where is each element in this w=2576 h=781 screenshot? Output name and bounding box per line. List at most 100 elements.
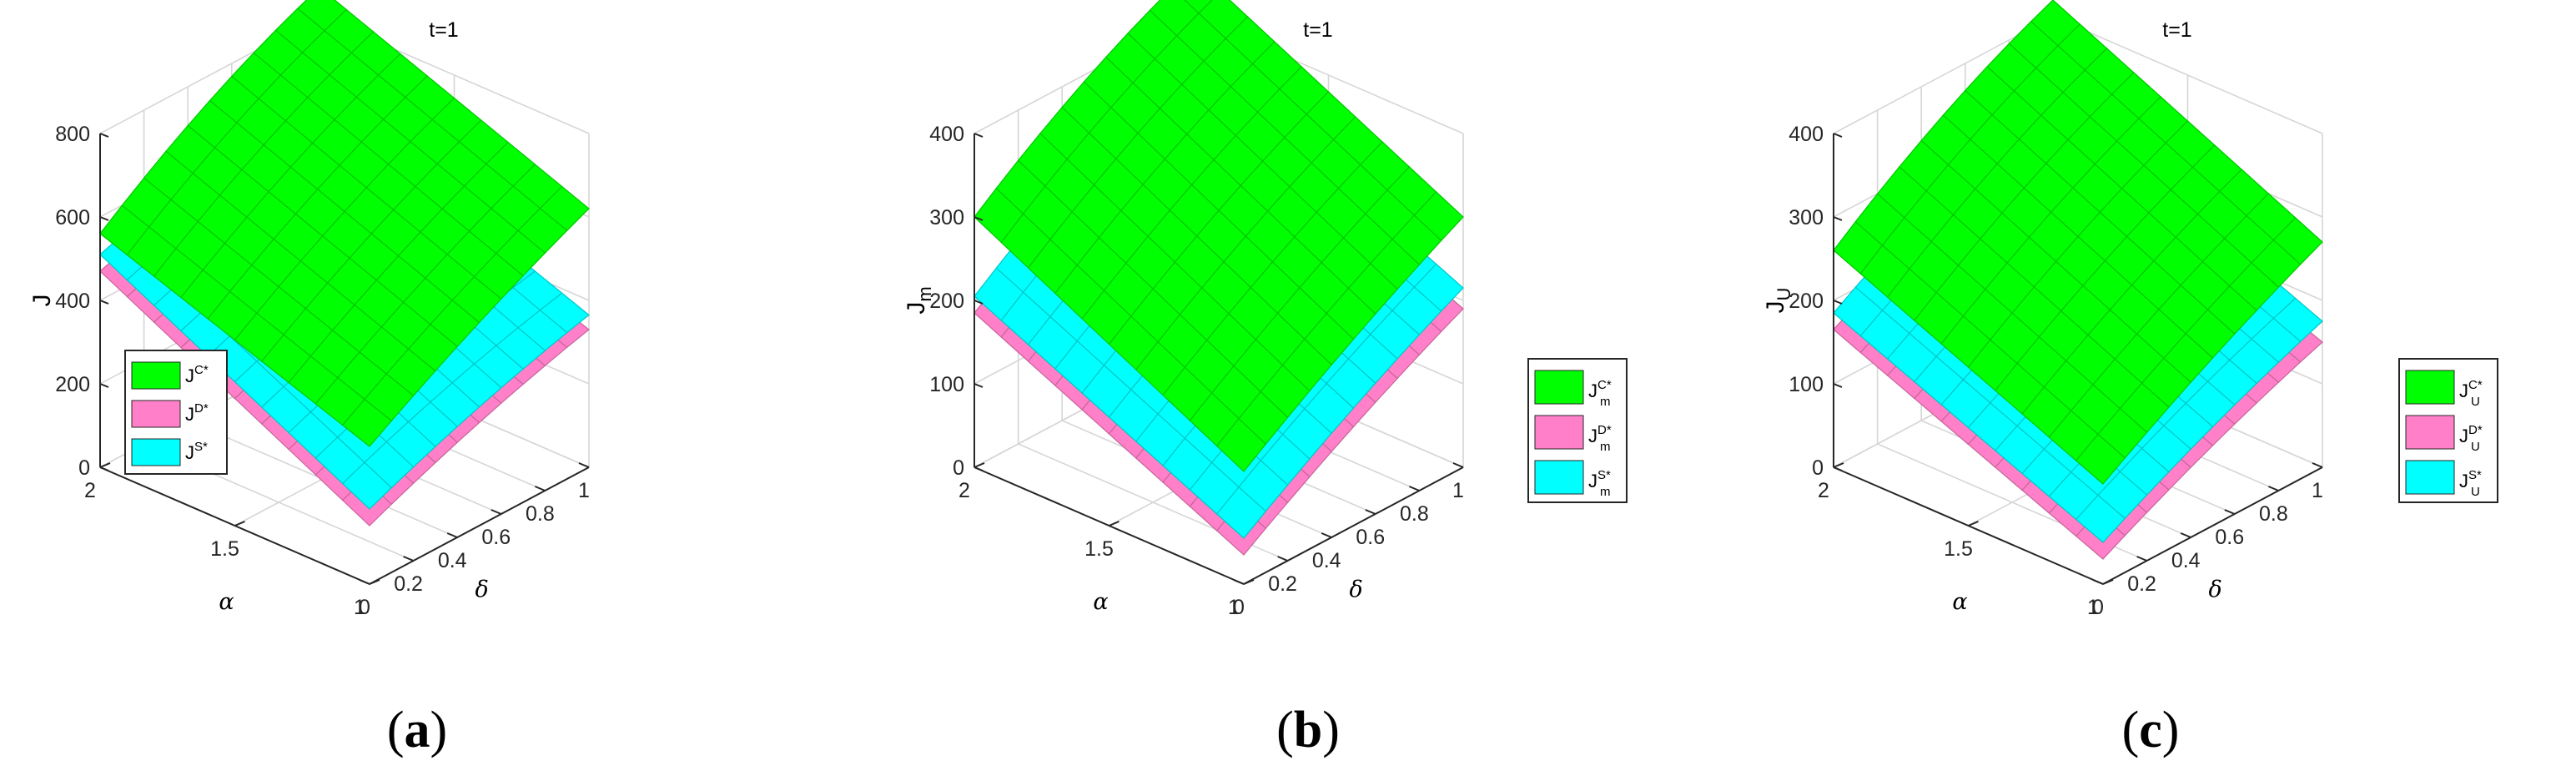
z-tick-mark — [99, 383, 109, 388]
surface-juc — [1833, 0, 2323, 485]
z-tick-mark — [974, 300, 984, 305]
x-tick-mark — [446, 532, 458, 538]
surface-jc — [99, 0, 590, 447]
chart-title: t=1 — [2162, 18, 2191, 42]
axes: 0 200 400 600 800 0 0.2 0.4 0.6 0.8 1 1 1.5 2 — [55, 123, 590, 619]
z-tick-label: 0 — [953, 456, 964, 480]
z-tick-label: 0 — [78, 456, 90, 480]
y-tick-label: 1 — [354, 596, 365, 619]
z-tick-mark — [1833, 133, 1843, 138]
x-tick-mark — [359, 579, 370, 585]
y-tick-mark — [1833, 462, 1844, 468]
legend-swatch — [2405, 415, 2455, 450]
chart-panel-c: 0 100 200 300 400 0 0.2 0.4 0.6 0.8 1 1 1.5 2 δ α JU t=1 J… — [1762, 0, 2498, 758]
x-tick-mark — [2180, 532, 2191, 538]
chart-title: t=1 — [429, 18, 458, 42]
legend-label: JD* U — [2459, 423, 2483, 454]
x-tick-mark — [1321, 532, 1332, 538]
y-tick-label: 1 — [1228, 596, 1240, 619]
legend-swatch — [2405, 370, 2455, 405]
z-tick-mark — [1833, 383, 1843, 388]
z-tick-label: 600 — [55, 206, 90, 229]
z-tick-mark — [974, 216, 984, 221]
axes: 0 100 200 300 400 0 0.2 0.4 0.6 0.8 1 1 1.5 2 — [929, 123, 1464, 619]
y-tick-mark — [234, 521, 245, 527]
x-tick-mark — [2312, 462, 2323, 468]
x-tick-label: 0.4 — [2171, 549, 2201, 572]
x-tick-label: 1 — [578, 479, 590, 502]
x-axis-label: δ — [1350, 577, 1363, 602]
legend: JC* JD* JS* — [124, 350, 228, 475]
x-tick-mark — [491, 509, 502, 515]
panel-caption: (c) — [2122, 702, 2180, 758]
y-axis-label: α — [1952, 589, 1967, 615]
chart-panel-a: 0 200 400 600 800 0 0.2 0.4 0.6 0.8 1 1 1.5 2 δ α Jt=1 JC… — [28, 0, 590, 758]
x-tick-label: 0.2 — [394, 572, 423, 596]
z-tick-label: 800 — [55, 123, 90, 146]
x-tick-mark — [403, 556, 414, 562]
x-tick-label: 1 — [2312, 479, 2323, 502]
z-tick-mark — [1833, 466, 1843, 471]
x-tick-mark — [2092, 579, 2104, 585]
panel-caption: (b) — [1276, 702, 1340, 758]
chart-title: t=1 — [1303, 18, 1332, 42]
z-tick-label: 300 — [1789, 206, 1824, 229]
legend-label: JD* — [185, 401, 209, 425]
legend-label: JS* m — [1588, 468, 1611, 499]
x-tick-label: 1 — [1452, 479, 1464, 502]
z-tick-label: 200 — [1789, 290, 1824, 313]
x-tick-label: 0.8 — [526, 502, 555, 526]
legend-label: JS* U — [2459, 468, 2482, 499]
legend: JC* U JD* U JS* U — [2398, 358, 2498, 503]
y-axis-label: α — [219, 589, 234, 615]
axes: 0 100 200 300 400 0 0.2 0.4 0.6 0.8 1 1 1.5 2 — [1789, 123, 2323, 619]
z-tick-label: 400 — [929, 123, 964, 146]
z-tick-label: 0 — [1812, 456, 1824, 480]
z-tick-mark — [974, 466, 984, 471]
x-axis-label: δ — [475, 577, 489, 602]
z-tick-mark — [99, 466, 109, 471]
z-tick-label: 300 — [929, 206, 964, 229]
y-tick-label: 2 — [958, 479, 970, 502]
y-tick-mark — [2102, 579, 2114, 585]
z-axis-label: Jm — [903, 286, 935, 314]
x-tick-mark — [1409, 486, 1420, 491]
x-tick-label: 0 — [1233, 596, 1245, 619]
x-tick-mark — [2224, 509, 2236, 515]
x-tick-label: 0.4 — [438, 549, 467, 572]
y-tick-mark — [1109, 521, 1119, 527]
y-tick-mark — [1243, 579, 1255, 585]
x-tick-label: 0.4 — [1312, 549, 1341, 572]
x-tick-mark — [535, 486, 546, 491]
x-tick-mark — [1452, 462, 1464, 468]
legend-swatch — [131, 400, 181, 428]
x-tick-label: 0.6 — [481, 526, 511, 549]
x-axis-label: δ — [2209, 577, 2222, 602]
x-tick-mark — [2268, 486, 2279, 491]
z-tick-mark — [99, 300, 109, 305]
chart-panel-b: 0 100 200 300 400 0 0.2 0.4 0.6 0.8 1 1 1.5 2 δ α Jm t=1 J… — [903, 0, 1628, 758]
y-tick-mark — [1968, 521, 1979, 527]
legend-swatch — [131, 438, 181, 466]
y-tick-label: 1.5 — [1944, 537, 1973, 561]
z-tick-mark — [1833, 300, 1843, 305]
z-tick-label: 100 — [1789, 373, 1824, 396]
z-tick-mark — [1833, 216, 1843, 221]
x-tick-label: 0 — [2092, 596, 2104, 619]
x-tick-label: 0.6 — [1356, 526, 1385, 549]
y-axis-label: α — [1093, 589, 1108, 615]
x-tick-label: 0.2 — [1268, 572, 1297, 596]
legend-label: JD* m — [1588, 423, 1612, 454]
y-tick-label: 1.5 — [210, 537, 239, 561]
z-axis-label: J — [28, 295, 56, 307]
z-axis-label: JU — [1762, 288, 1794, 314]
legend: JC* m JD* m JS* m — [1527, 358, 1628, 503]
z-tick-label: 400 — [1789, 123, 1824, 146]
z-tick-mark — [99, 133, 109, 138]
legend-swatch — [1534, 415, 1584, 450]
x-tick-label: 0.8 — [2259, 502, 2288, 526]
y-tick-mark — [369, 579, 380, 585]
legend-swatch — [1534, 460, 1584, 495]
x-tick-mark — [578, 462, 590, 468]
